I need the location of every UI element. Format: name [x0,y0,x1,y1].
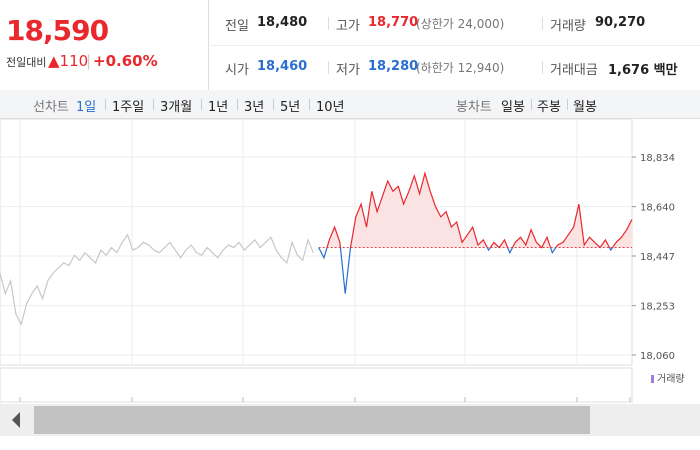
volume-legend: 거래량 [657,373,685,385]
tab[interactable]: 월봉 [573,100,597,115]
line-up [318,171,633,248]
quote-value: 18,770 [368,15,419,30]
divider [237,99,238,110]
quote-value: 18,480 [257,15,308,30]
quote-label: 거래량 [550,19,586,34]
divider [208,45,700,46]
tab[interactable]: 일봉 [501,100,525,115]
change-value: 110 [59,52,89,70]
y-tick-label: 18,060 [640,351,675,362]
tab[interactable]: 1년 [208,100,229,115]
divider [531,99,532,110]
plot-area [0,119,633,366]
divider [309,99,310,110]
tab[interactable]: 10년 [316,100,345,115]
quote-note: (상한가 24,000) [416,17,505,31]
change-pct: +0.60% [93,52,158,70]
divider [153,99,154,110]
quote-value: 18,460 [257,59,308,74]
tab-group-label: 선차트 [33,100,69,115]
area [318,173,632,248]
quote-label: 저가 [336,63,360,78]
tab[interactable]: 3개월 [160,100,193,115]
y-tick-label: 18,640 [640,203,675,214]
scroll-left[interactable] [12,412,20,428]
divider [542,17,543,30]
quote-value: 1,676 백만 [608,63,678,78]
divider [328,17,329,30]
change: ▲110 [48,52,89,70]
line [0,233,314,326]
tab-bar: 선차트 1일 1주일 3개월 1년 3년 5년 10년 봉차트 일봉 주봉 월봉 [0,90,700,119]
tab[interactable]: 1일 [76,100,97,115]
tab[interactable]: 1주일 [112,100,145,115]
divider [105,99,106,110]
divider [201,99,202,110]
volume-area [0,367,633,403]
tab[interactable]: 주봉 [537,100,561,115]
scroll-thumb[interactable] [34,406,590,434]
tab-group-label: 봉차트 [456,100,492,115]
divider [542,61,543,74]
chart: 거래량 18,834 18,640 18,447 18,253 18,060 [0,119,700,436]
quote-panel: 18,590 전일대비 ▲110 | +0.60% 전일 18,480 고가 18,7… [0,0,700,91]
quote-label: 전일 [225,19,249,34]
change-label: 전일대비 [6,56,47,69]
divider [328,61,329,74]
volume-legend-swatch [651,375,654,383]
divider: | [86,52,92,70]
quote-label: 시가 [225,63,249,78]
y-tick-label: 18,447 [640,252,675,263]
y-tick-label: 18,253 [640,302,675,313]
tab[interactable]: 3년 [244,100,265,115]
quote-value: 90,270 [595,15,646,30]
divider [567,99,568,110]
quote-value: 18,280 [368,59,419,74]
quote-label: 고가 [336,19,360,34]
tab[interactable]: 5년 [280,100,301,115]
y-tick-label: 18,834 [640,153,675,164]
quote-label: 거래대금 [550,63,598,78]
quote-note: (하한가 12,940) [416,61,505,75]
price: 18,590 [6,14,109,47]
divider [273,99,274,110]
